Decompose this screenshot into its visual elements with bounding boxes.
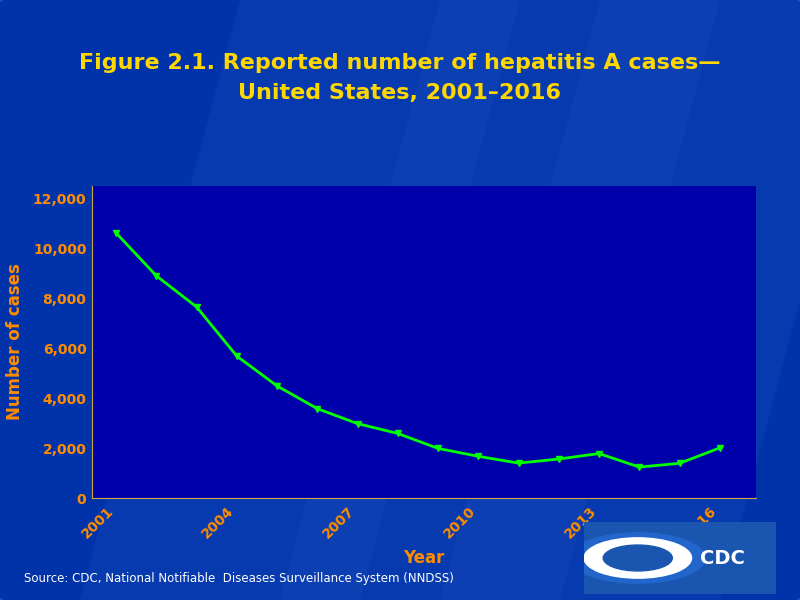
Text: Source: CDC, National Notifiable  Diseases Surveillance System (NNDSS): Source: CDC, National Notifiable Disease… bbox=[24, 572, 454, 585]
Text: United States, 2001–2016: United States, 2001–2016 bbox=[238, 83, 562, 103]
Circle shape bbox=[570, 533, 705, 583]
Y-axis label: Number of cases: Number of cases bbox=[6, 263, 25, 421]
FancyBboxPatch shape bbox=[574, 518, 786, 598]
Text: Figure 2.1. Reported number of hepatitis A cases—: Figure 2.1. Reported number of hepatitis… bbox=[79, 53, 721, 73]
Text: CDC: CDC bbox=[700, 548, 745, 568]
Circle shape bbox=[584, 538, 691, 578]
Polygon shape bbox=[280, 0, 720, 600]
X-axis label: Year: Year bbox=[403, 549, 445, 567]
Polygon shape bbox=[440, 0, 800, 600]
Polygon shape bbox=[80, 0, 520, 600]
Circle shape bbox=[603, 545, 672, 571]
